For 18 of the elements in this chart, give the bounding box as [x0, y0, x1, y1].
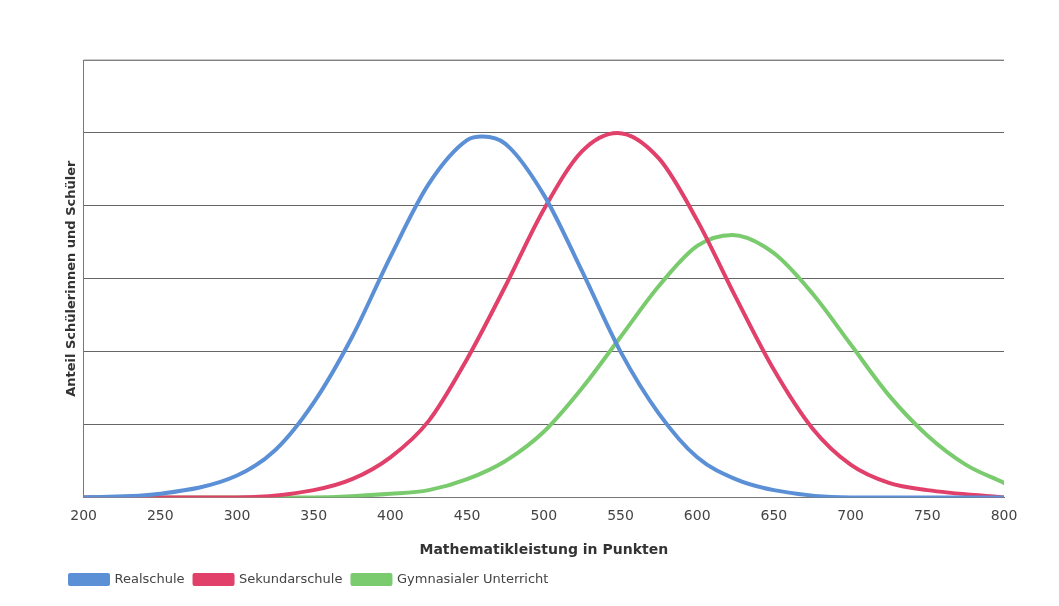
x-tick-label: 750 — [913, 507, 941, 524]
legend-label: Realschule — [114, 570, 185, 586]
x-tick-label: 400 — [377, 507, 404, 524]
x-tick-label: 500 — [530, 507, 558, 524]
x-tick-label: 250 — [146, 507, 174, 524]
x-tick-label: 800 — [990, 507, 1018, 524]
x-tick-label: 550 — [607, 507, 634, 524]
x-tick-label: 300 — [223, 507, 251, 524]
legend-label: Gymnasialer Unterricht — [396, 570, 549, 586]
legend-label: Sekundarschule — [239, 570, 343, 586]
x-tick-label: 650 — [760, 507, 788, 524]
y-axis-title: Anteil Schülerinnen und Schüler — [63, 160, 79, 397]
x-tick-label: 450 — [453, 507, 481, 524]
x-tick-label: 200 — [70, 507, 97, 524]
x-tick-label: 350 — [300, 507, 328, 524]
x-tick-label: 700 — [837, 507, 864, 524]
x-axis-title: Mathematikleistung in Punkten — [419, 541, 669, 558]
x-tick-label: 600 — [683, 507, 711, 524]
